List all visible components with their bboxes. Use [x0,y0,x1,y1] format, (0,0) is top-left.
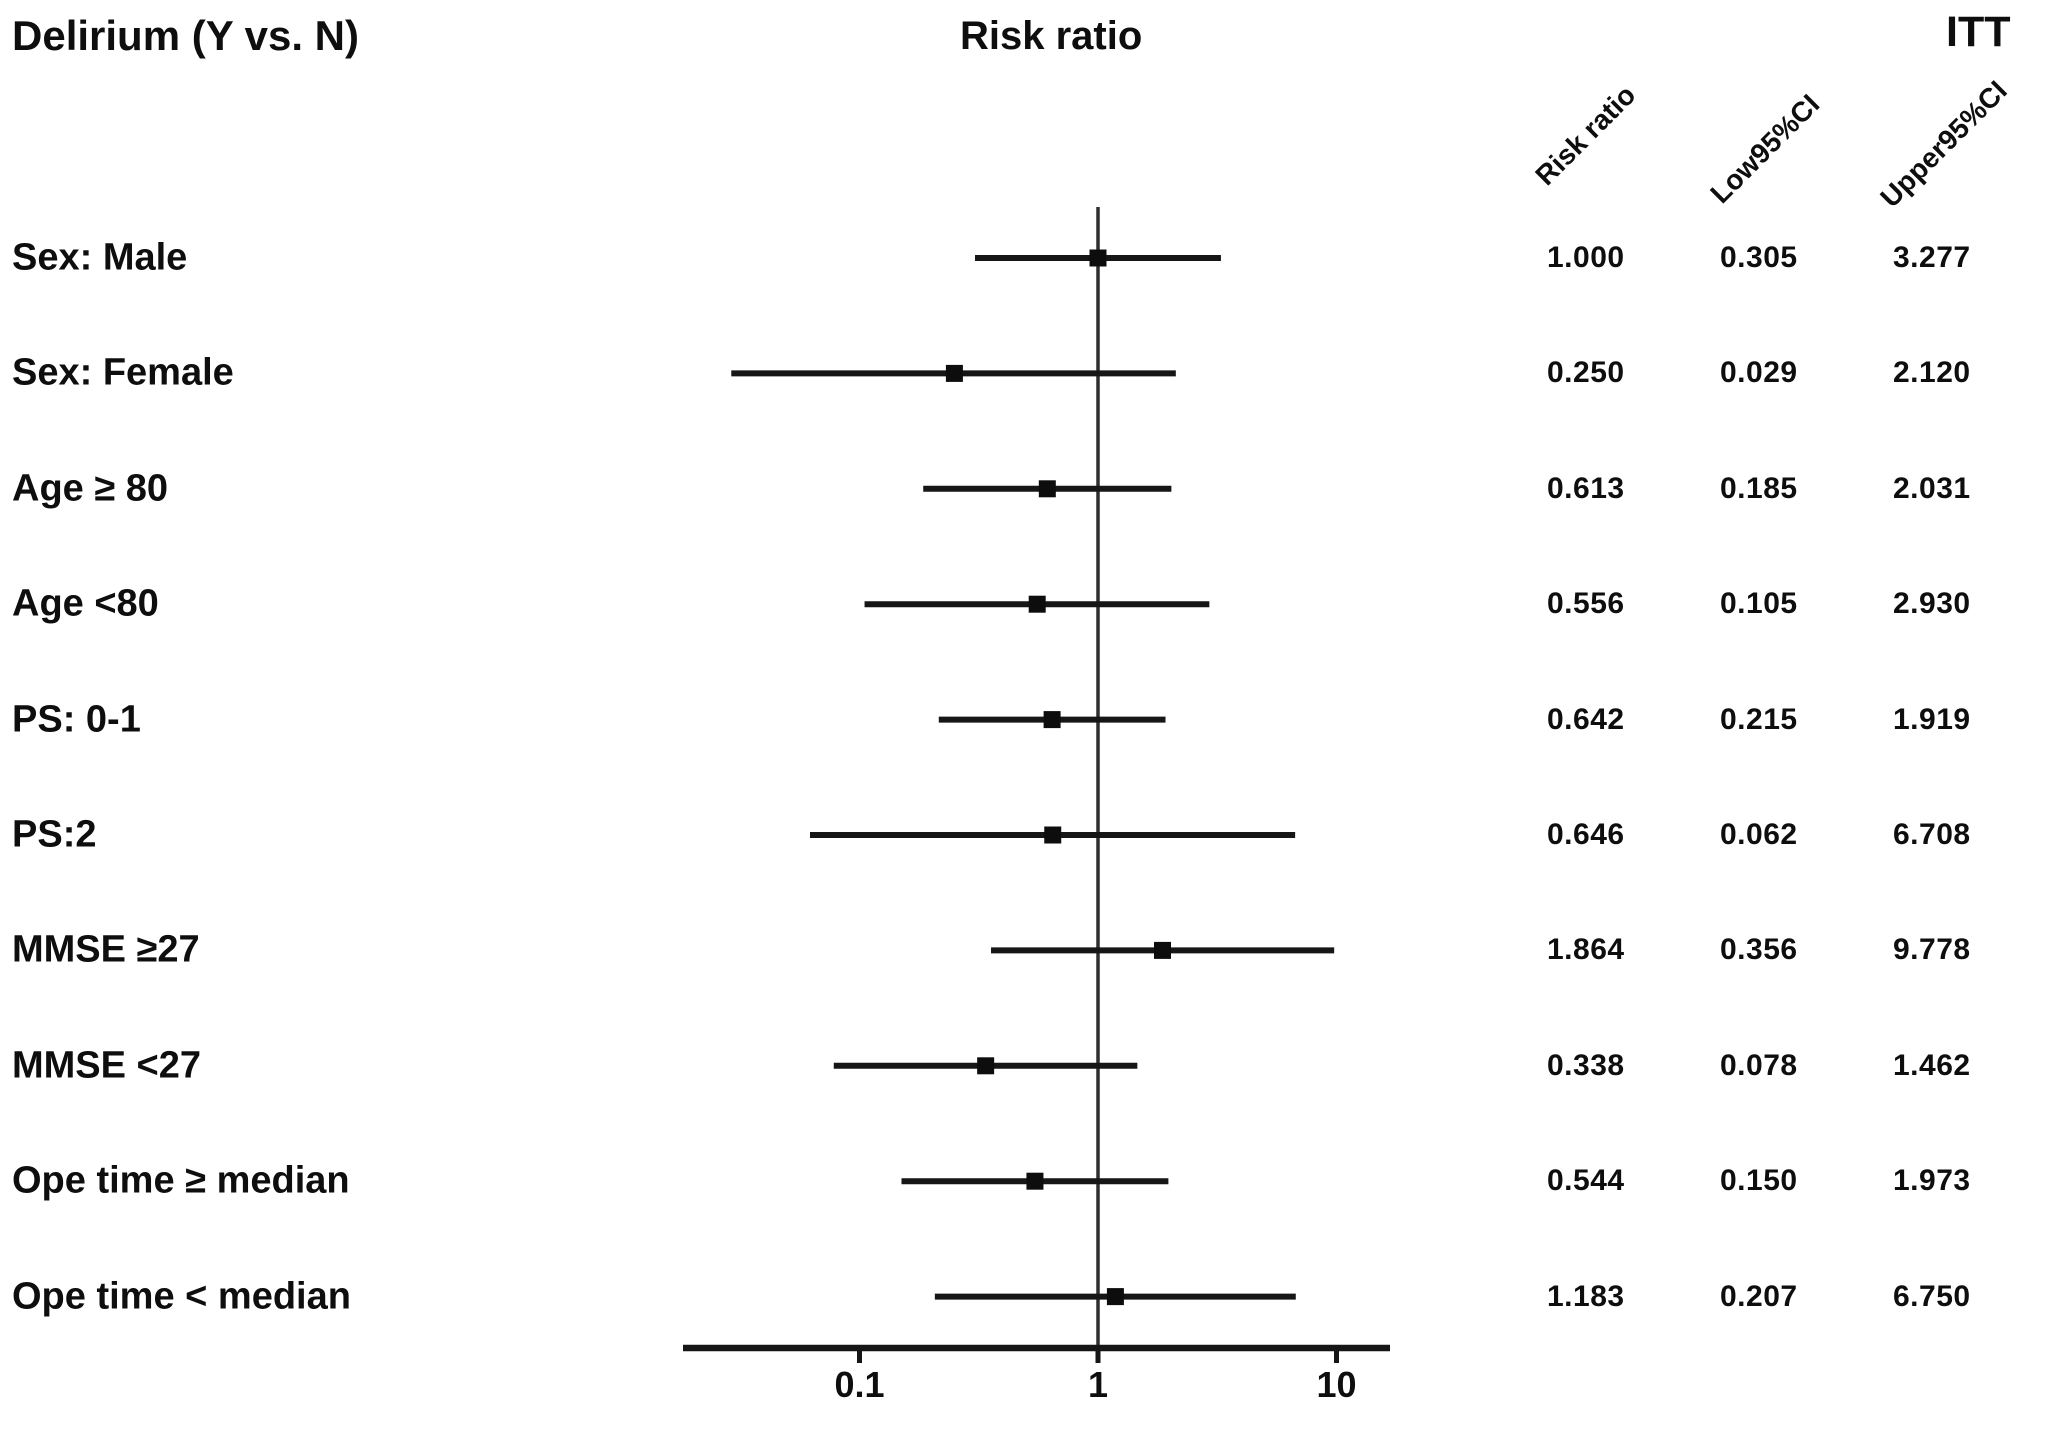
risk-ratio-value: 0.544 [1547,1164,1625,1198]
row-label: Age <80 [12,582,159,625]
rr-marker [1154,941,1172,959]
row-label: Ope time ≥ median [12,1159,350,1202]
upper95ci-value: 2.120 [1893,356,1971,390]
risk-ratio-value: 0.556 [1547,587,1625,621]
risk-ratio-value: 0.250 [1547,356,1625,390]
row-label: PS:2 [12,813,97,856]
low95ci-value: 0.078 [1720,1048,1798,1082]
rr-marker [1038,480,1056,498]
rr-marker [1028,595,1046,613]
x-axis-tick-label: 10 [1316,1364,1357,1405]
upper95ci-value: 9.778 [1893,933,1971,967]
low95ci-value: 0.207 [1720,1279,1798,1313]
low95ci-value: 0.150 [1720,1164,1798,1198]
plot-title: Risk ratio [960,14,1143,58]
low95ci-value: 0.305 [1720,241,1798,274]
low95ci-value: 0.105 [1720,587,1798,621]
group-title: Delirium (Y vs. N) [12,12,359,59]
risk-ratio-value: 1.000 [1547,241,1625,274]
rr-marker [1106,1288,1124,1306]
analysis-label: ITT [1946,8,2011,56]
risk-ratio-value: 0.642 [1547,702,1625,736]
upper95ci-value: 1.462 [1893,1048,1971,1082]
risk-ratio-value: 0.338 [1547,1048,1625,1082]
row-label: MMSE ≥27 [12,928,200,971]
low95ci-value: 0.062 [1720,818,1798,851]
upper95ci-value: 1.973 [1893,1164,1971,1198]
x-axis-tick-label: 0.1 [834,1364,885,1405]
row-label: Sex: Female [12,351,234,394]
rr-marker [1044,826,1062,844]
upper95ci-value: 2.031 [1893,471,1971,505]
row-label: Ope time < median [12,1275,351,1318]
row-label: MMSE <27 [12,1044,202,1087]
upper95ci-value: 6.708 [1893,818,1971,851]
low95ci-value: 0.029 [1720,356,1798,390]
low95ci-value: 0.215 [1720,702,1798,736]
x-axis-tick-label: 1 [1087,1364,1109,1405]
low95ci-value: 0.185 [1720,471,1798,505]
upper95ci-value: 6.750 [1893,1279,1971,1313]
risk-ratio-value: 1.864 [1547,933,1625,967]
rr-marker [977,1057,995,1075]
risk-ratio-value: 1.183 [1547,1279,1625,1313]
row-label: Sex: Male [12,236,188,279]
upper95ci-value: 2.930 [1893,587,1971,621]
row-label: PS: 0-1 [12,698,141,741]
upper95ci-value: 3.277 [1893,241,1971,274]
rr-marker [1089,249,1107,267]
rr-marker [1043,711,1061,729]
rr-marker [945,364,963,382]
upper95ci-value: 1.919 [1893,702,1971,736]
risk-ratio-value: 0.646 [1547,818,1625,851]
rr-marker [1026,1172,1044,1190]
risk-ratio-value: 0.613 [1547,471,1625,505]
low95ci-value: 0.356 [1720,933,1798,967]
row-label: Age ≥ 80 [12,467,169,510]
